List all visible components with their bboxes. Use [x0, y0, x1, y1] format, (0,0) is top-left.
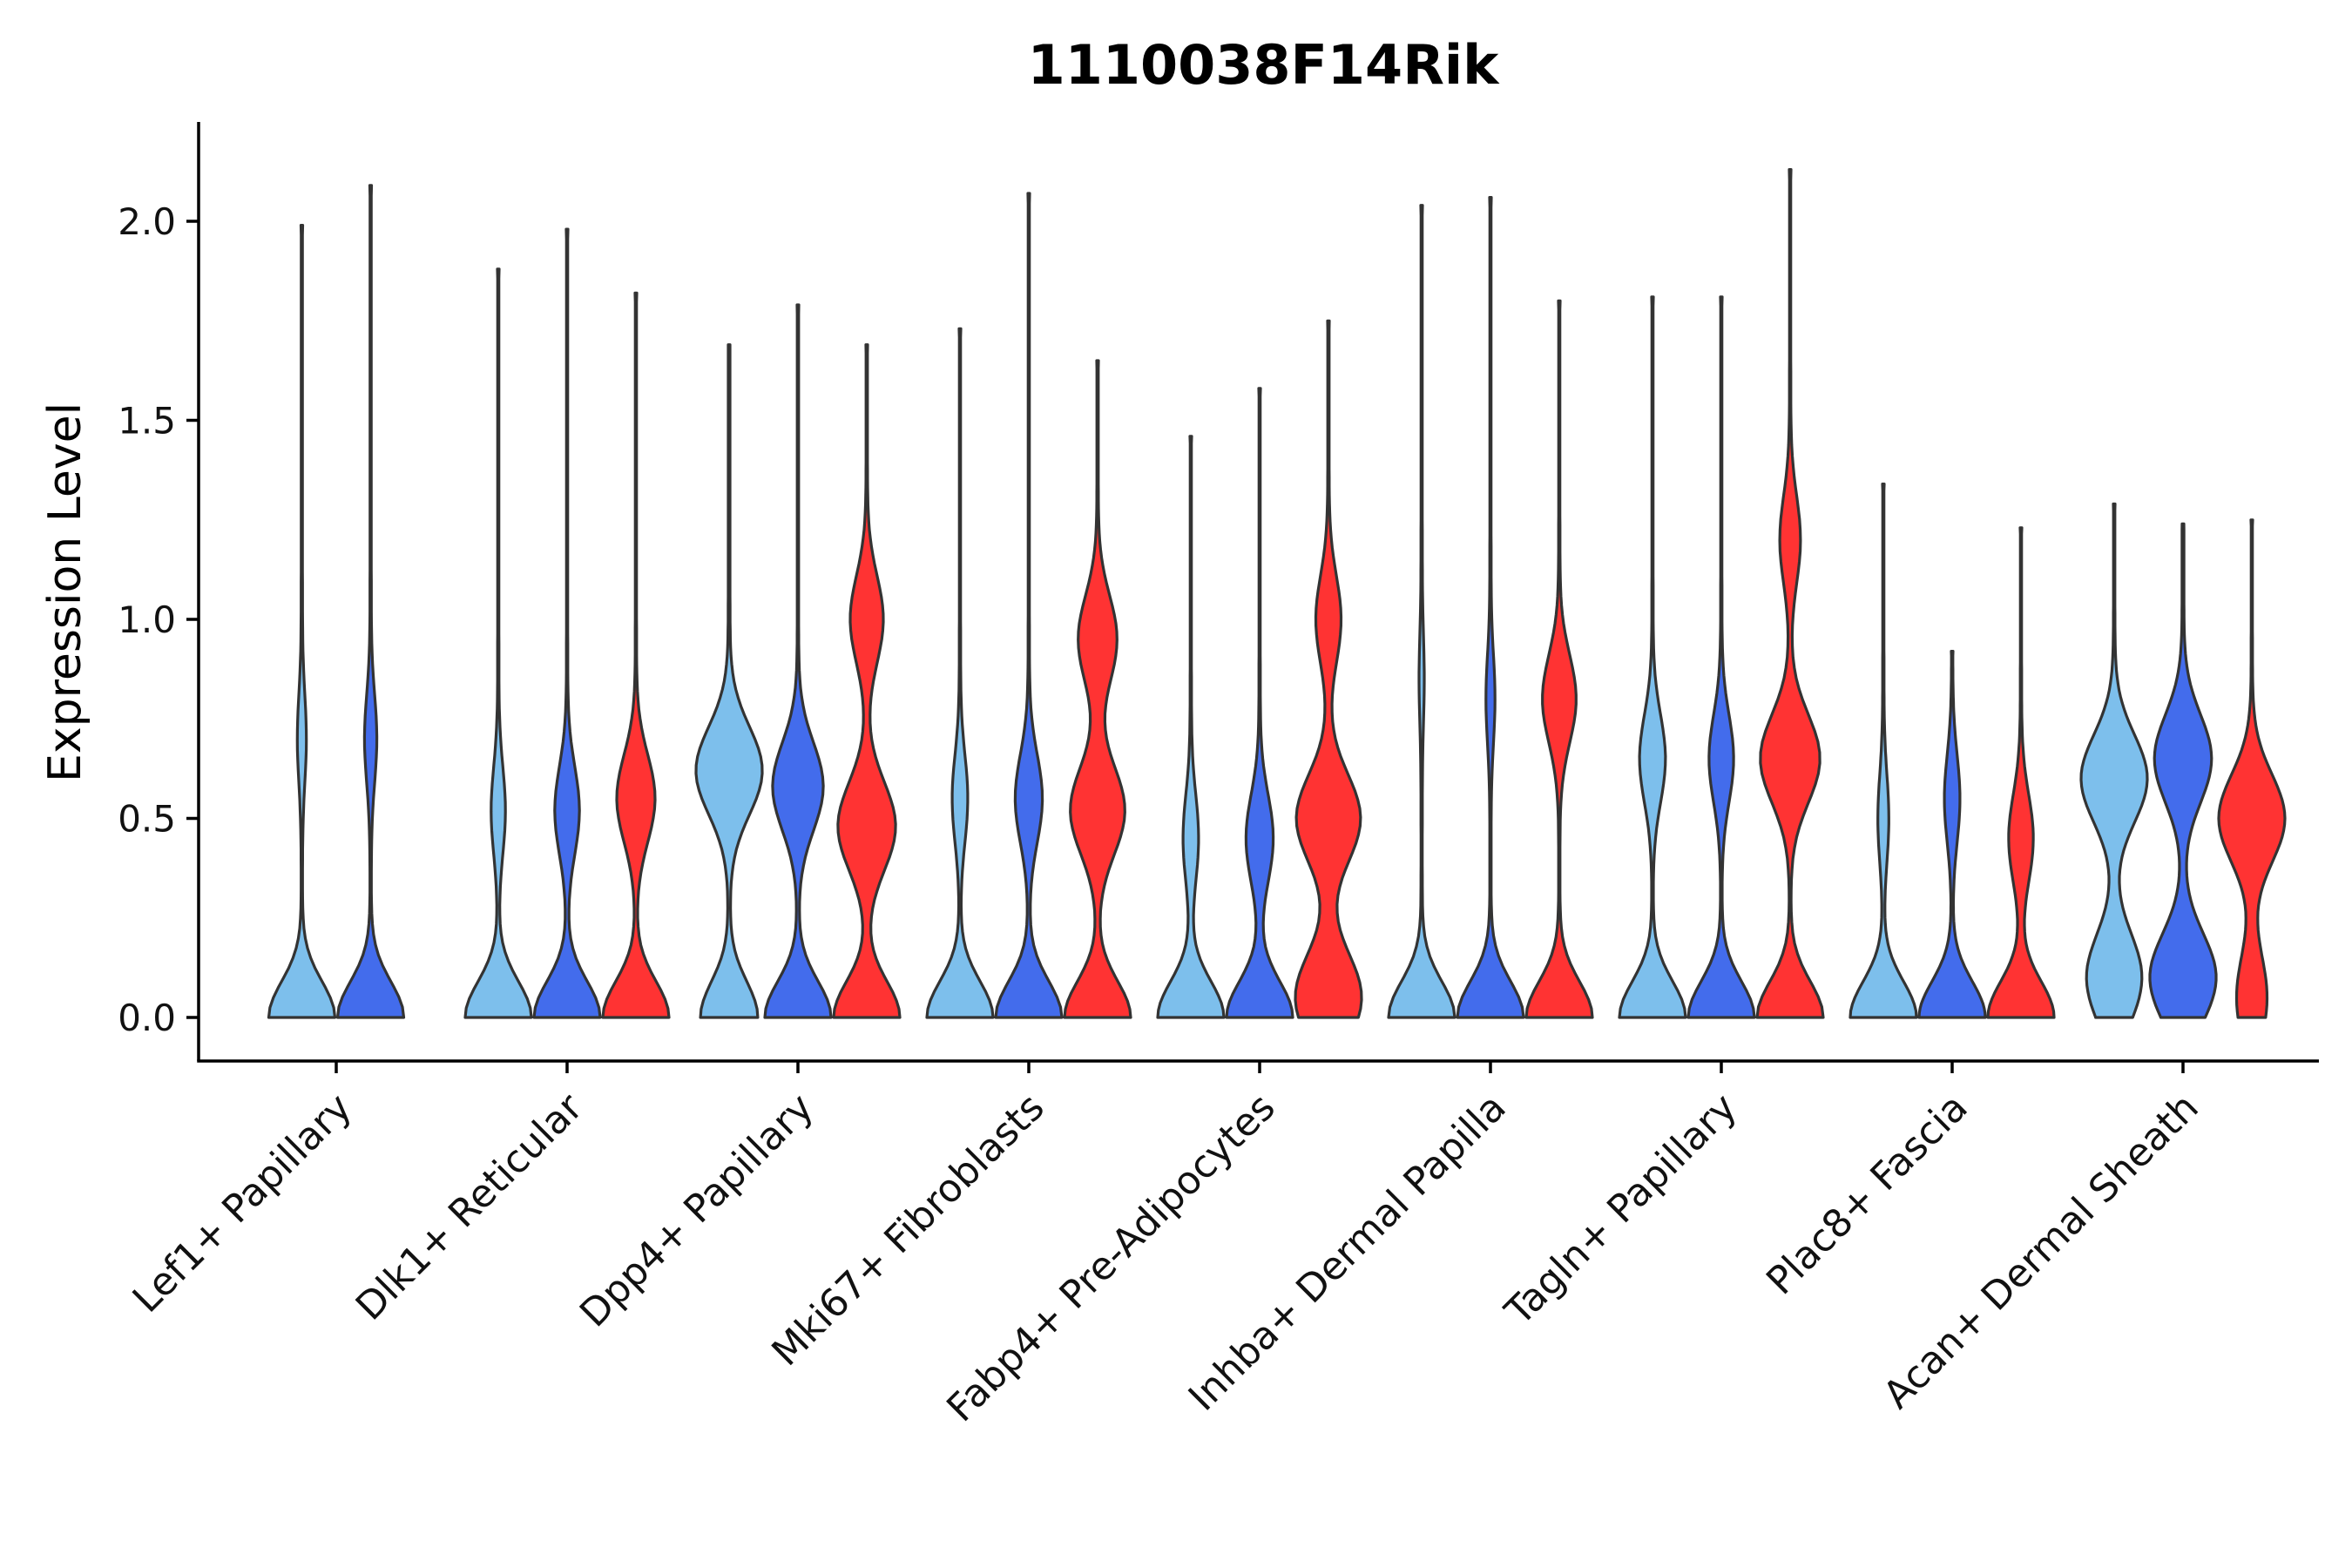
x-category-label: Tagln+ Papillary: [1497, 1085, 1746, 1335]
y-tick-label: 1.5: [118, 400, 176, 443]
violin-1-2: [601, 291, 671, 1019]
violin-1-1: [532, 227, 602, 1019]
y-axis-label: Expression Level: [39, 402, 91, 782]
violin-3-0: [925, 327, 995, 1019]
y-tick-label: 0.0: [118, 997, 176, 1039]
violin-7-2: [1986, 526, 2056, 1019]
x-category-label: Plac8+ Fascia: [1758, 1085, 1977, 1304]
violins-layer: [267, 168, 2287, 1019]
chart-title: 1110038F14Rik: [1028, 33, 1501, 97]
violin-1-0: [463, 267, 533, 1019]
violin-7-1: [1917, 650, 1987, 1019]
x-category-label: Lef1+ Papillary: [125, 1085, 361, 1321]
violin-6-2: [1755, 168, 1825, 1019]
violin-0-0: [267, 224, 337, 1019]
violin-5-1: [1456, 196, 1525, 1019]
violin-8-1: [2148, 522, 2218, 1019]
violin-4-0: [1156, 435, 1226, 1019]
violin-2-1: [763, 303, 833, 1019]
violin-3-1: [994, 192, 1064, 1019]
violin-6-1: [1686, 295, 1756, 1019]
violin-8-2: [2217, 518, 2287, 1019]
violin-4-1: [1225, 387, 1294, 1019]
violin-8-0: [2079, 502, 2149, 1019]
y-tick-label: 0.5: [118, 798, 176, 841]
x-category-label: Dlk1+ Reticular: [348, 1085, 592, 1329]
violin-2-2: [832, 343, 902, 1019]
violin-5-2: [1524, 299, 1594, 1019]
x-category-label: Dpp4+ Papillary: [571, 1085, 822, 1336]
y-tick-label: 1.0: [118, 598, 176, 641]
violin-0-1: [335, 184, 406, 1019]
violin-7-0: [1848, 483, 1918, 1019]
violin-2-0: [694, 343, 764, 1019]
violin-4-2: [1294, 319, 1363, 1019]
violin-3-2: [1063, 359, 1132, 1019]
y-tick-label: 2.0: [118, 200, 176, 243]
violin-5-0: [1387, 204, 1456, 1019]
violin-6-0: [1618, 295, 1687, 1019]
